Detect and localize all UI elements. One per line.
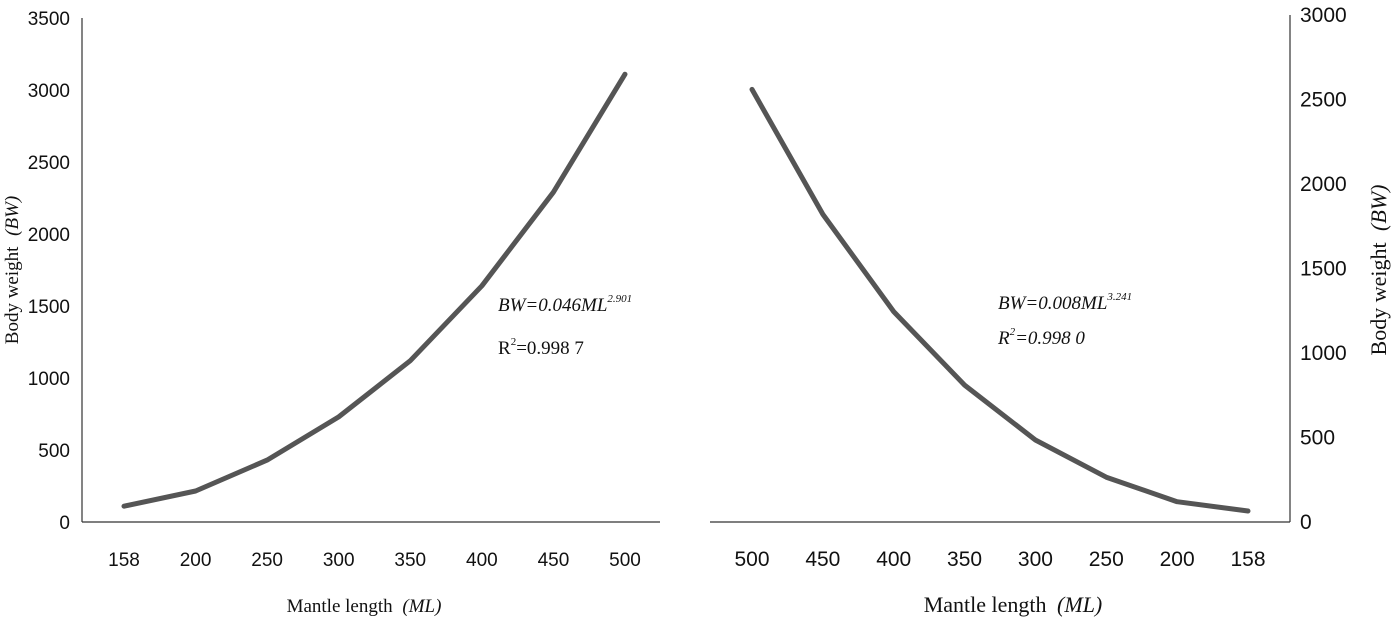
left-y-tick-label: 2000 (28, 225, 70, 246)
left-x-axis-title-text: Mantle length (287, 596, 394, 617)
left-x-tick-label: 300 (323, 550, 355, 571)
left-equation-lhs: BW=0.046ML (498, 295, 607, 316)
right-series-line (749, 86, 1251, 514)
left-x-axis-title: Mantle length (ML) (287, 596, 442, 617)
right-y-tick-label: 0 (1300, 511, 1312, 534)
right-x-tick-label: 250 (1089, 548, 1124, 571)
right-y-tick-label: 1500 (1300, 258, 1347, 281)
left-equation: BW=0.046ML2.901 (498, 293, 632, 316)
right-x-tick-label: 450 (805, 548, 840, 571)
left-y-tick-label: 0 (59, 513, 70, 534)
left-r2-sup: 2 (511, 336, 517, 348)
left-r-squared: R2=0.998 7 (498, 336, 584, 359)
right-x-axis-title-text: Mantle length (924, 592, 1047, 617)
right-r2-sup: 2 (1010, 326, 1016, 338)
right-x-tick-label: 158 (1230, 548, 1265, 571)
right-x-tick-labels: 500 450 400 350 300 250 200 158 (734, 548, 1265, 571)
left-y-tick-label: 1000 (28, 369, 70, 390)
right-y-tick-label: 3000 (1300, 4, 1347, 27)
left-x-tick-label: 250 (251, 550, 283, 571)
right-y-axis-title-text: Body weight (1366, 242, 1391, 355)
left-series-line (121, 71, 628, 509)
right-x-tick-label: 500 (734, 548, 769, 571)
right-x-axis-title: Mantle length (ML) (924, 592, 1103, 617)
right-y-axis-title: Body weight (BW) (1366, 185, 1391, 356)
left-y-axis-title-italic: (BW) (2, 196, 23, 236)
left-equation-exponent: 2.901 (607, 293, 632, 305)
left-x-tick-label: 158 (108, 550, 140, 571)
left-x-axis-title-italic: (ML) (402, 596, 441, 617)
right-x-tick-label: 400 (876, 548, 911, 571)
left-y-tick-label: 500 (38, 441, 70, 462)
left-y-tick-label: 2500 (28, 153, 70, 174)
left-x-tick-label: 400 (466, 550, 498, 571)
left-y-axis-title-text: Body weight (2, 246, 23, 344)
right-r-squared: R2=0.998 0 (997, 326, 1085, 349)
left-x-tick-labels: 158 200 250 300 350 400 450 500 (108, 550, 641, 571)
right-x-axis-title-italic: (ML) (1057, 592, 1102, 617)
right-r2-value: =0.998 0 (1015, 328, 1085, 349)
left-x-tick-label: 200 (180, 550, 212, 571)
right-y-tick-label: 2500 (1300, 89, 1347, 112)
right-x-tick-label: 200 (1160, 548, 1195, 571)
left-y-axis-title: Body weight (BW) (2, 196, 23, 344)
left-y-tick-labels: 0 500 1000 1500 2000 2500 3000 3500 (28, 9, 70, 534)
right-x-tick-label: 350 (947, 548, 982, 571)
left-x-tick-label: 450 (538, 550, 570, 571)
left-x-tick-label: 350 (394, 550, 426, 571)
right-y-tick-label: 500 (1300, 427, 1335, 450)
right-equation-lhs: BW=0.008ML (998, 293, 1107, 314)
right-equation-exponent: 3.241 (1106, 291, 1132, 303)
left-y-tick-label: 3000 (28, 81, 70, 102)
right-y-tick-label: 1000 (1300, 342, 1347, 365)
right-r2-label: R (997, 328, 1010, 349)
left-r2-label: R (498, 338, 511, 359)
right-y-tick-labels: 0 500 1000 1500 2000 2500 3000 (1300, 4, 1347, 534)
right-y-tick-label: 2000 (1300, 173, 1347, 196)
left-y-tick-label: 1500 (28, 297, 70, 318)
right-equation: BW=0.008ML3.241 (998, 291, 1132, 314)
left-x-tick-label: 500 (609, 550, 641, 571)
left-y-tick-label: 3500 (28, 9, 70, 30)
left-r2-value: =0.998 7 (516, 338, 584, 359)
right-chart: 0 500 1000 1500 2000 2500 3000 500 450 400 350 300… (710, 4, 1391, 617)
right-y-axis-title-italic: (BW) (1366, 185, 1391, 231)
right-x-tick-label: 300 (1018, 548, 1053, 571)
